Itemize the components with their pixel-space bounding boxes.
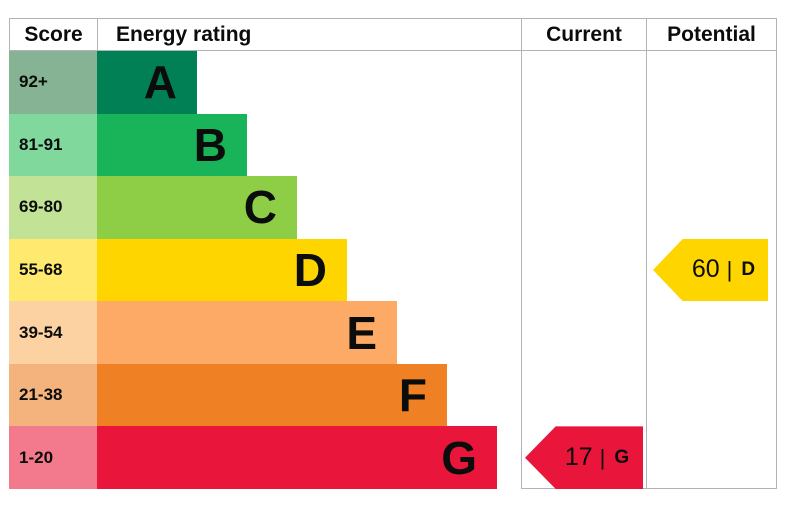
epc-table: Score Energy rating Current Potential 92…: [9, 18, 777, 489]
band-letter-f: F: [398, 369, 427, 422]
potential-column-left-border: [646, 51, 647, 489]
band-row-c: 69-80 C: [9, 176, 777, 239]
potential-separator: |: [726, 256, 733, 282]
band-bar-f: F: [97, 363, 447, 427]
score-range-b: 81-91: [9, 113, 97, 177]
band-row-g: 1-20 G: [9, 426, 777, 489]
energy-rating-column-header: Energy rating: [97, 18, 521, 51]
band-letter-g: G: [441, 431, 477, 484]
band-letter-a: A: [143, 56, 177, 109]
potential-rating-arrow: 60 | D: [653, 238, 768, 302]
table-right-border: [776, 51, 777, 489]
current-column-header: Current: [521, 18, 646, 51]
band-row-f: 21-38 F: [9, 363, 777, 427]
potential-score-value: 60: [691, 255, 720, 284]
band-bar-b: B: [97, 113, 247, 177]
band-row-b: 81-91 B: [9, 113, 777, 177]
score-range-a: 92+: [9, 51, 97, 114]
score-range-d: 55-68: [9, 238, 97, 302]
band-row-d: 55-68 D: [9, 238, 777, 302]
score-range-g: 1-20: [9, 426, 97, 489]
band-bar-d: D: [97, 238, 347, 302]
band-bar-e: E: [97, 301, 397, 364]
current-score-value: 17: [564, 443, 593, 472]
band-bar-a: A: [97, 51, 197, 114]
score-range-e: 39-54: [9, 301, 97, 364]
current-band-letter: G: [614, 446, 630, 468]
score-range-f: 21-38: [9, 363, 97, 427]
current-separator: |: [599, 444, 606, 470]
band-row-a: 92+ A: [9, 51, 777, 114]
score-column-header: Score: [9, 18, 97, 51]
band-letter-c: C: [243, 181, 277, 234]
band-letter-e: E: [346, 306, 377, 359]
table-bottom-border: [521, 488, 777, 489]
band-letter-d: D: [293, 243, 327, 296]
band-bar-g: G: [97, 426, 497, 489]
band-letter-b: B: [193, 118, 227, 171]
band-bar-c: C: [97, 176, 297, 239]
potential-band-letter: D: [741, 258, 756, 280]
current-column-left-border: [521, 51, 522, 489]
band-row-e: 39-54 E: [9, 301, 777, 364]
potential-column-header: Potential: [646, 18, 777, 51]
epc-bands-area: 92+ A 81-91 B 69-80 C 55-68 D 39-54 E 21…: [9, 51, 777, 489]
score-range-c: 69-80: [9, 176, 97, 239]
